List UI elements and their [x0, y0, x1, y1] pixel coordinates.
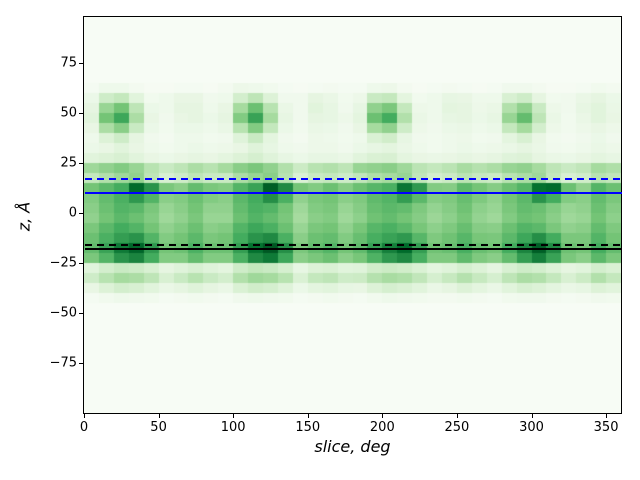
y-tick-label: −25	[49, 255, 77, 271]
y-tick-label: 50	[60, 105, 77, 121]
x-tick-mark	[456, 414, 458, 418]
x-tick-mark	[382, 414, 384, 418]
x-tick-label: 50	[150, 420, 167, 435]
y-tick-mark	[79, 113, 83, 114]
heatmap-canvas	[84, 17, 621, 413]
x-tick-mark	[531, 414, 533, 418]
y-tick-label: −75	[49, 355, 77, 371]
x-tick-label: 100	[220, 420, 246, 435]
y-tick-label: 0	[68, 205, 77, 221]
x-tick-mark	[158, 414, 160, 418]
y-tick-mark	[79, 213, 83, 214]
y-tick-label: 25	[60, 155, 77, 171]
y-tick-mark	[79, 313, 83, 314]
x-tick-label: 150	[295, 420, 321, 435]
y-tick-label: 75	[60, 55, 77, 71]
y-axis-label: z, Å	[14, 201, 34, 232]
x-tick-label: 350	[593, 420, 619, 435]
x-tick-label: 250	[444, 420, 470, 435]
y-tick-mark	[79, 263, 83, 264]
x-tick-mark	[606, 414, 608, 418]
x-tick-label: 300	[519, 420, 544, 435]
x-tick-mark	[233, 414, 235, 418]
x-axis-label: slice, deg	[314, 437, 391, 456]
x-tick-mark	[307, 414, 309, 418]
x-tick-label: 0	[79, 420, 89, 435]
x-tick-label: 200	[369, 420, 395, 435]
plot-area	[83, 16, 622, 414]
x-tick-mark	[84, 414, 85, 418]
y-tick-mark	[79, 163, 83, 164]
y-tick-mark	[79, 363, 83, 364]
y-tick-label: −50	[49, 305, 77, 321]
y-tick-mark	[79, 63, 83, 64]
